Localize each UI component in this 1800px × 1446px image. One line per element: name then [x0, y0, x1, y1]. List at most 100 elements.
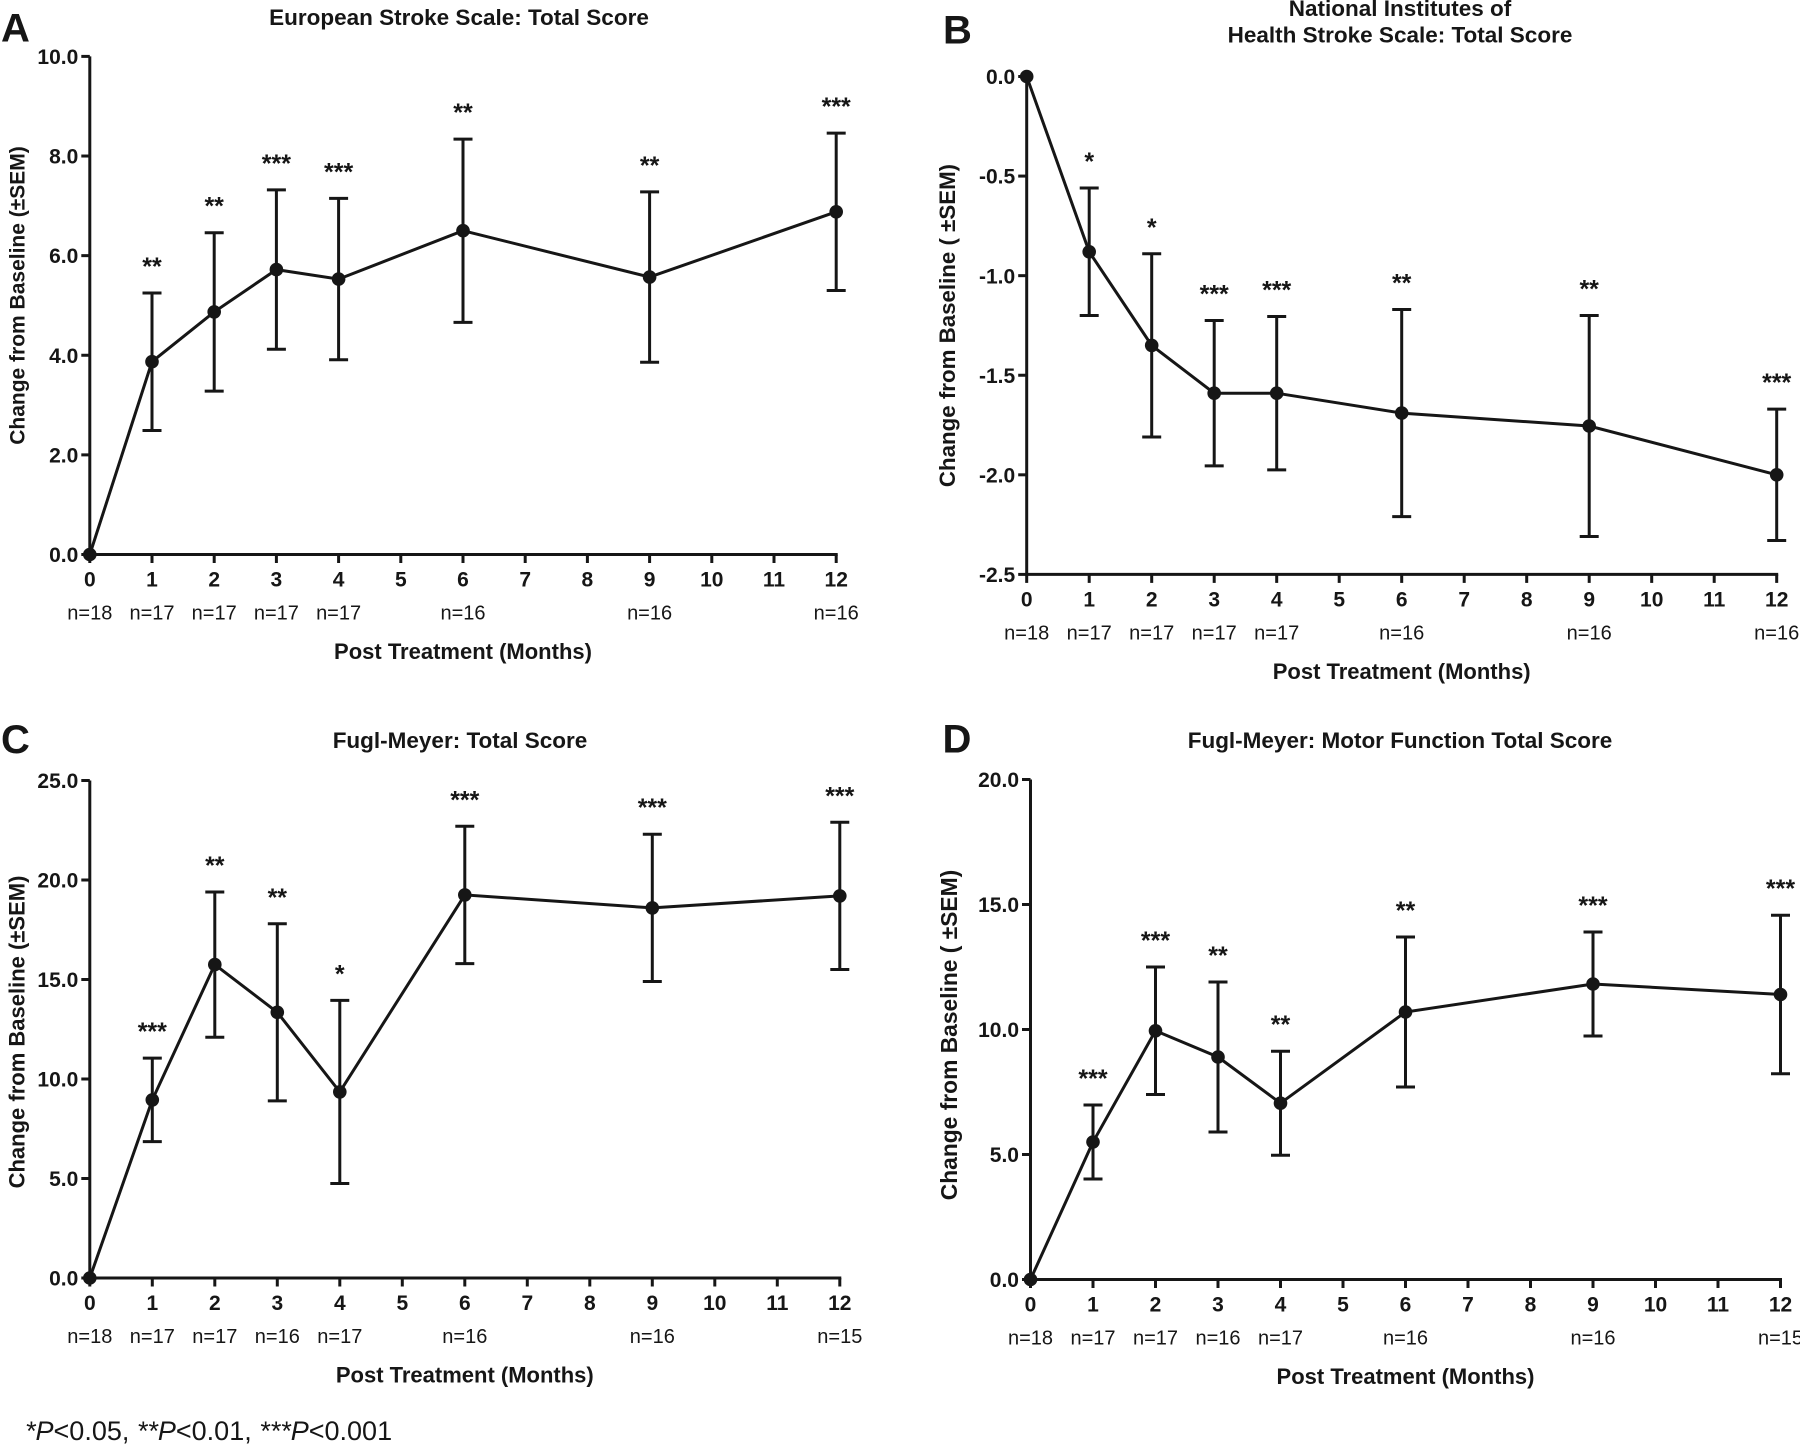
svg-text:Health Stroke Scale: Total Sco: Health Stroke Scale: Total Score	[1228, 23, 1573, 48]
svg-text:n=18: n=18	[1004, 622, 1049, 644]
svg-text:***: ***	[822, 93, 851, 121]
svg-text:7: 7	[1458, 588, 1470, 611]
svg-text:***: ***	[138, 1018, 167, 1046]
svg-text:15.0: 15.0	[978, 894, 1019, 917]
svg-text:20.0: 20.0	[978, 769, 1019, 792]
svg-text:6.0: 6.0	[49, 245, 78, 268]
svg-text:0.0: 0.0	[990, 1269, 1019, 1292]
svg-text:2.0: 2.0	[49, 444, 78, 467]
svg-text:7: 7	[521, 1292, 533, 1315]
svg-text:n=17: n=17	[254, 603, 299, 625]
svg-text:9: 9	[646, 1292, 658, 1315]
svg-text:-1.5: -1.5	[979, 365, 1016, 388]
svg-text:n=16: n=16	[442, 1326, 487, 1348]
svg-text:-2.5: -2.5	[979, 564, 1016, 587]
svg-text:4.0: 4.0	[49, 345, 78, 368]
svg-text:10: 10	[1644, 1294, 1667, 1317]
svg-text:5.0: 5.0	[990, 1144, 1019, 1167]
svg-text:8: 8	[1525, 1294, 1537, 1317]
svg-text:**: **	[640, 152, 660, 180]
svg-text:0: 0	[1025, 1294, 1037, 1317]
svg-text:*: *	[1084, 148, 1094, 176]
svg-text:n=17: n=17	[130, 1326, 175, 1348]
svg-text:8: 8	[1521, 588, 1533, 611]
svg-text:7: 7	[519, 569, 531, 592]
svg-text:n=16: n=16	[627, 603, 672, 625]
svg-text:***: ***	[1766, 875, 1795, 903]
svg-text:n=15: n=15	[817, 1326, 862, 1348]
svg-text:Change from Baseline (±SEM): Change from Baseline (±SEM)	[7, 146, 30, 445]
svg-text:***: ***	[450, 786, 479, 814]
svg-text:n=17: n=17	[192, 1326, 237, 1348]
svg-text:***: ***	[1262, 277, 1291, 305]
svg-text:**: **	[1392, 270, 1412, 298]
svg-text:1: 1	[1083, 588, 1095, 611]
svg-text:3: 3	[1208, 588, 1220, 611]
svg-text:***: ***	[1762, 369, 1791, 397]
svg-text:n=18: n=18	[1008, 1328, 1053, 1350]
svg-text:20.0: 20.0	[37, 870, 78, 893]
svg-text:*: *	[335, 960, 345, 988]
svg-text:5: 5	[1337, 1294, 1349, 1317]
svg-text:4: 4	[334, 1292, 346, 1315]
svg-text:D: D	[943, 718, 972, 762]
svg-text:**: **	[1208, 942, 1228, 970]
svg-text:11: 11	[763, 569, 786, 592]
svg-text:5: 5	[396, 1292, 408, 1315]
svg-text:n=17: n=17	[1254, 622, 1299, 644]
svg-text:8: 8	[582, 569, 594, 592]
svg-text:n=16: n=16	[1379, 622, 1424, 644]
svg-text:6: 6	[1396, 588, 1408, 611]
svg-text:**: **	[142, 253, 162, 281]
svg-text:n=16: n=16	[1567, 622, 1612, 644]
svg-text:1: 1	[146, 569, 158, 592]
svg-text:10: 10	[700, 569, 723, 592]
svg-text:10.0: 10.0	[978, 1019, 1019, 1042]
svg-text:2: 2	[1146, 588, 1158, 611]
svg-text:Change from Baseline ( ±SEM): Change from Baseline ( ±SEM)	[935, 164, 960, 487]
svg-text:National Institutes of: National Institutes of	[1289, 0, 1512, 21]
svg-text:Post Treatment (Months): Post Treatment (Months)	[334, 639, 592, 664]
svg-text:4: 4	[1271, 588, 1283, 611]
svg-text:11: 11	[1707, 1294, 1730, 1317]
svg-text:3: 3	[271, 1292, 283, 1315]
svg-text:10.0: 10.0	[37, 46, 78, 69]
svg-text:-0.5: -0.5	[979, 166, 1016, 189]
svg-text:10.0: 10.0	[37, 1069, 78, 1092]
svg-text:n=17: n=17	[1067, 622, 1112, 644]
svg-text:9: 9	[644, 569, 656, 592]
svg-text:12: 12	[828, 1292, 851, 1315]
svg-text:15.0: 15.0	[37, 969, 78, 992]
svg-text:***: ***	[324, 158, 353, 186]
svg-text:8.0: 8.0	[49, 146, 78, 169]
svg-text:-1.0: -1.0	[979, 265, 1015, 288]
svg-text:3: 3	[1212, 1294, 1224, 1317]
svg-text:n=17: n=17	[1258, 1328, 1303, 1350]
svg-text:**: **	[1579, 276, 1599, 304]
svg-text:8: 8	[584, 1292, 596, 1315]
svg-text:**: **	[1396, 897, 1416, 925]
svg-text:Fugl-Meyer: Motor Function Tot: Fugl-Meyer: Motor Function Total Score	[1188, 728, 1613, 753]
svg-text:12: 12	[1765, 588, 1788, 611]
svg-text:***: ***	[825, 782, 854, 810]
svg-text:6: 6	[459, 1292, 471, 1315]
svg-text:9: 9	[1587, 1294, 1599, 1317]
svg-text:n=17: n=17	[316, 603, 361, 625]
svg-text:A: A	[1, 7, 30, 51]
svg-text:5: 5	[1333, 588, 1345, 611]
svg-text:European Stroke Scale: Total S: European Stroke Scale: Total Score	[269, 5, 649, 30]
svg-text:10: 10	[703, 1292, 726, 1315]
svg-text:n=16: n=16	[1754, 622, 1799, 644]
svg-text:n=16: n=16	[1195, 1328, 1240, 1350]
svg-text:n=16: n=16	[440, 603, 485, 625]
svg-text:10: 10	[1640, 588, 1663, 611]
svg-text:n=17: n=17	[1070, 1328, 1115, 1350]
svg-text:n=16: n=16	[1383, 1328, 1428, 1350]
svg-text:C: C	[1, 718, 30, 762]
svg-text:n=17: n=17	[317, 1326, 362, 1348]
svg-text:0: 0	[84, 1292, 96, 1315]
svg-text:n=16: n=16	[630, 1326, 675, 1348]
svg-text:n=15: n=15	[1758, 1328, 1800, 1350]
svg-text:***: ***	[1200, 281, 1229, 309]
svg-text:2: 2	[208, 569, 220, 592]
